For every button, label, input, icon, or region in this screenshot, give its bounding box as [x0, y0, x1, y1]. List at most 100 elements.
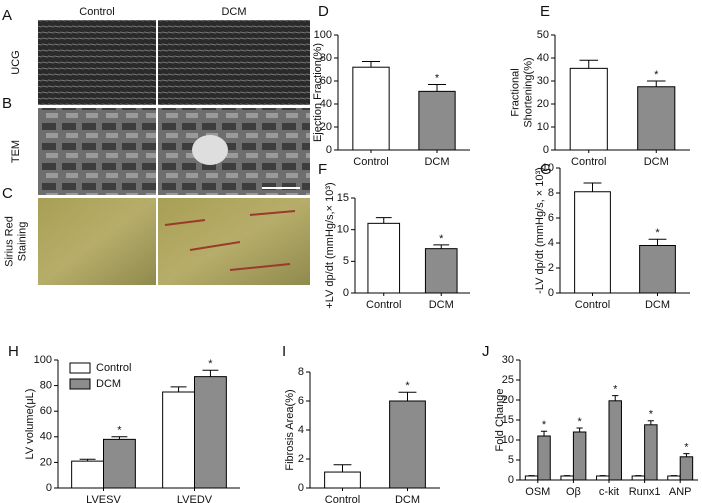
y-tick-label: 6 — [548, 212, 554, 224]
y-tick-label: 40 — [320, 98, 332, 110]
bar — [71, 460, 105, 489]
bar — [418, 90, 456, 151]
y-tick-label: 50 — [537, 29, 549, 41]
error-bar — [683, 453, 690, 457]
y-axis-label: Shortening(%) — [522, 57, 534, 127]
fibrosis-streaks — [164, 210, 296, 271]
y-tick-label: 0 — [46, 482, 52, 494]
panel-letter: D — [318, 3, 329, 20]
y-axis-label: Fibrosis Area(%) — [284, 389, 296, 470]
x-tick-label: DCM — [644, 156, 669, 168]
bar — [560, 475, 574, 481]
bar — [637, 86, 676, 151]
bar — [324, 471, 361, 489]
bar — [352, 66, 390, 151]
y-tick-label: 60 — [320, 75, 332, 87]
y-axis-label: Ejection Fraction(%) — [312, 43, 324, 142]
row-label: TEM — [10, 140, 22, 163]
y-tick-label: 8 — [548, 187, 554, 199]
x-tick-label: Runx1 — [629, 486, 661, 498]
bar — [572, 431, 587, 481]
error-bar — [202, 369, 219, 377]
legend-swatch — [69, 362, 91, 374]
y-tick-label: 15 — [502, 414, 514, 426]
y-tick-label: 40 — [537, 52, 549, 64]
x-tick-label: Control — [366, 299, 401, 311]
x-tick-label: LVEDV — [177, 494, 213, 503]
significance-marker: * — [613, 384, 618, 396]
error-bar — [647, 420, 654, 425]
column-label: Control — [79, 6, 114, 18]
y-tick-label: 4 — [298, 424, 304, 436]
y-tick-label: 0 — [343, 287, 349, 299]
bar — [424, 248, 458, 294]
y-tick-label: 10 — [537, 121, 549, 133]
bar — [162, 391, 195, 489]
panel-letter: I — [282, 343, 286, 360]
error-bar — [333, 464, 352, 473]
panel-letter: A — [2, 7, 12, 24]
y-axis-label: +LV dp/dt (mmHg/s,× 10³) — [324, 182, 336, 308]
error-bar — [433, 244, 450, 249]
significance-marker: * — [542, 419, 547, 431]
x-tick-label: ANP — [669, 486, 692, 498]
error-bar — [648, 238, 667, 246]
bar — [608, 400, 622, 481]
error-bar — [540, 430, 548, 436]
error-bar — [79, 458, 96, 462]
bar — [389, 400, 426, 489]
legend-label: DCM — [96, 378, 121, 390]
y-tick-label: 6 — [298, 395, 304, 407]
significance-marker: * — [654, 69, 659, 81]
bar — [574, 191, 611, 294]
y-tick-label: 10 — [542, 162, 554, 174]
y-axis-label: Fold Change — [494, 389, 506, 452]
row-label: UCG — [10, 50, 22, 74]
y-axis-label: -LV dp/dt (mmHg/s, × 10³) — [534, 167, 546, 294]
y-tick-label: 2 — [548, 262, 554, 274]
y-axis-label: Fractional — [509, 68, 521, 116]
error-bar — [583, 182, 602, 192]
x-tick-label: LVESV — [86, 494, 121, 503]
y-tick-label: 2 — [298, 453, 304, 465]
error-bar — [579, 59, 599, 69]
y-tick-label: 20 — [537, 98, 549, 110]
x-tick-label: OSM — [525, 486, 550, 498]
panel-letter: J — [482, 343, 490, 360]
y-tick-label: 5 — [343, 255, 349, 267]
bar — [194, 376, 227, 489]
bar — [667, 475, 681, 481]
y-tick-label: 25 — [502, 374, 514, 386]
y-tick-label: 0 — [543, 144, 549, 156]
panel-letter: G — [540, 161, 552, 178]
y-tick-label: 0 — [326, 144, 332, 156]
significance-marker: * — [577, 416, 582, 428]
bar — [367, 222, 401, 294]
panel-letter: H — [8, 343, 19, 360]
ucg-dcm-image — [158, 20, 310, 105]
row-label: Staining — [16, 222, 28, 262]
bar — [524, 475, 539, 481]
y-tick-label: 30 — [537, 75, 549, 87]
panel-letter: B — [2, 95, 12, 112]
x-tick-label: c-kit — [599, 486, 619, 498]
error-bar — [612, 395, 619, 401]
y-tick-label: 40 — [40, 431, 52, 443]
error-bar — [646, 80, 666, 87]
error-bar — [361, 60, 381, 68]
y-tick-label: 80 — [320, 52, 332, 64]
bar — [103, 438, 136, 489]
y-tick-label: 15 — [337, 192, 349, 204]
error-bar — [398, 391, 417, 401]
error-bar — [576, 427, 583, 432]
sirius-control-image — [38, 198, 156, 285]
significance-marker: * — [439, 233, 444, 245]
x-tick-label: DCM — [424, 156, 449, 168]
x-tick-label: DCM — [645, 299, 670, 311]
y-tick-label: 30 — [502, 354, 514, 366]
y-tick-label: 0 — [508, 474, 514, 486]
panel-letter: F — [318, 161, 327, 178]
x-tick-label: DCM — [395, 494, 420, 503]
y-tick-label: 100 — [34, 354, 52, 366]
